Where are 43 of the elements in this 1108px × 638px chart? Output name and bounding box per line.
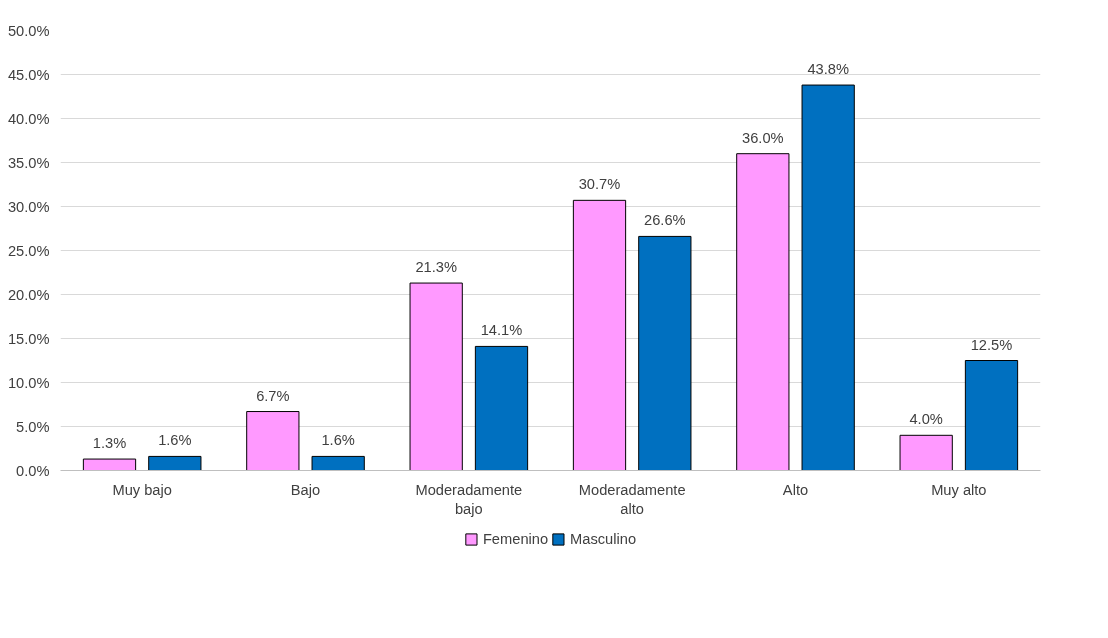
y-tick-label: 40.0%	[7, 110, 50, 127]
data-label: 26.6%	[644, 212, 686, 229]
y-tick-label: 25.0%	[7, 242, 50, 259]
data-label: 36.0%	[742, 129, 784, 146]
legend-label: Masculino	[570, 531, 637, 547]
y-tick-label: 35.0%	[7, 154, 50, 171]
data-label: 21.3%	[415, 259, 457, 276]
x-tick-label: Alto	[782, 481, 809, 498]
y-tick-label: 45.0%	[7, 66, 50, 83]
y-tick-label: 30.0%	[7, 198, 50, 215]
y-tick-label: 5.0%	[16, 418, 50, 435]
bar	[474, 345, 529, 471]
bar	[409, 282, 463, 471]
y-tick-label: 0.0%	[16, 462, 50, 479]
bar	[572, 199, 627, 471]
x-tick-label: Muy alto	[931, 481, 987, 498]
data-label: 14.1%	[480, 322, 523, 339]
data-label: 43.8%	[807, 61, 849, 78]
y-tick-label: 20.0%	[7, 286, 50, 303]
bar	[964, 360, 1019, 471]
bar	[638, 235, 692, 471]
data-label: 30.7%	[578, 176, 621, 193]
x-tick-label: Moderadamente bajo	[415, 481, 523, 517]
data-label: 1.3%	[92, 435, 127, 452]
y-tick-label: 15.0%	[7, 330, 50, 347]
x-tick-label: Moderadamente alto	[578, 481, 686, 517]
bar	[148, 455, 202, 471]
bar	[311, 455, 365, 471]
bar	[736, 153, 790, 471]
y-tick-label: 10.0%	[7, 374, 50, 391]
y-tick-label: 50.0%	[7, 22, 50, 39]
x-tick-label: Bajo	[290, 481, 321, 498]
bar	[82, 458, 137, 471]
x-tick-label: Muy bajo	[112, 481, 172, 498]
data-label: 12.5%	[970, 336, 1013, 353]
bar	[899, 434, 953, 471]
data-label: 1.6%	[321, 432, 355, 449]
data-label: 6.7%	[256, 387, 290, 404]
data-label: 1.6%	[158, 432, 192, 449]
bar	[801, 84, 855, 471]
legend-label: Femenino	[482, 531, 549, 547]
bar	[246, 411, 300, 471]
data-label: 4.0%	[909, 411, 943, 428]
